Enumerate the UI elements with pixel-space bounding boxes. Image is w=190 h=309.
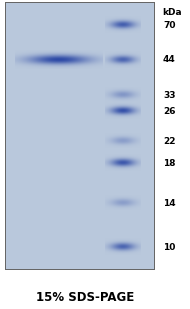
Text: 10: 10 (163, 243, 175, 252)
Text: 18: 18 (163, 159, 176, 167)
Text: kDa: kDa (162, 8, 182, 17)
Text: 14: 14 (163, 198, 176, 208)
Text: 15% SDS-PAGE: 15% SDS-PAGE (36, 291, 135, 304)
Text: 70: 70 (163, 20, 176, 29)
Text: 26: 26 (163, 107, 176, 116)
Text: 22: 22 (163, 137, 176, 146)
Text: 44: 44 (163, 56, 176, 65)
Text: 33: 33 (163, 91, 176, 99)
